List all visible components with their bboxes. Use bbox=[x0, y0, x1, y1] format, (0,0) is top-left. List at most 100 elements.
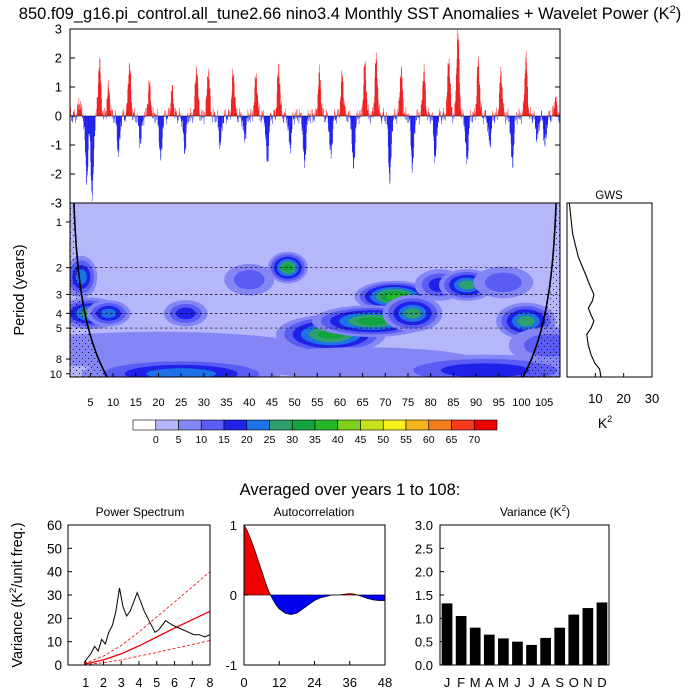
variance-title-end: ) bbox=[566, 505, 570, 519]
gws-panel: GWS 10 20 30 K2 bbox=[566, 190, 659, 431]
variance-bar bbox=[540, 637, 551, 665]
gws-x-tick-label: 20 bbox=[616, 391, 630, 406]
autocorrelation-area-segment bbox=[308, 594, 315, 606]
colorbar-swatch bbox=[132, 419, 157, 431]
power-spectrum-lines bbox=[83, 571, 210, 665]
colorbar-label: 20 bbox=[241, 434, 253, 446]
anomaly-bars bbox=[69, 29, 561, 202]
autocorrelation-x-tick-label: 48 bbox=[378, 675, 392, 690]
colorbar-swatch bbox=[314, 419, 339, 431]
variance-x-tick-label: A bbox=[485, 675, 494, 690]
wavelet-y-axis: 1 2 3 4 5 8 10 bbox=[50, 217, 70, 381]
anomaly-panel: 3 2 1 0 -1 -2 -3 bbox=[50, 22, 561, 211]
power-spectrum-y-tick-label: 60 bbox=[47, 518, 62, 533]
anomaly-y-tick-label: -2 bbox=[50, 167, 62, 182]
variance-bar bbox=[483, 634, 495, 665]
colorbar-label: 45 bbox=[355, 434, 367, 446]
gws-line bbox=[568, 202, 602, 378]
colorbar-label: 35 bbox=[309, 434, 321, 446]
autocorrelation-area-segment bbox=[273, 594, 277, 607]
colorbar-label: 70 bbox=[468, 434, 480, 446]
wavelet-x-tick-label: 45 bbox=[266, 397, 278, 409]
wavelet-x-tick-label: 105 bbox=[535, 397, 553, 409]
wavelet-x-tick-label: 95 bbox=[493, 397, 505, 409]
power-spectrum-x-tick-label: 1 bbox=[82, 676, 89, 690]
variance-y-tick-label: 0.0 bbox=[415, 658, 433, 673]
wavelet-contour bbox=[440, 363, 530, 377]
colorbar-swatch bbox=[428, 419, 452, 431]
colorbar-label: 25 bbox=[264, 434, 276, 446]
wavelet-x-tick-label: 75 bbox=[402, 397, 414, 409]
wavelet-x-tick-label: 15 bbox=[130, 397, 142, 409]
power-spectrum-x-tick-label: 5 bbox=[153, 676, 160, 690]
variance-axes: 0.00.51.01.52.02.53.0J F M A M J J A S O N D bbox=[415, 518, 607, 690]
wavelet-y-tick-label: 5 bbox=[56, 323, 62, 335]
anomaly-y-tick-label: -3 bbox=[50, 196, 62, 211]
variance-x-tick-label: F bbox=[457, 675, 465, 690]
autocorrelation-area-segment bbox=[296, 594, 303, 614]
variance-bar bbox=[455, 616, 467, 665]
wavelet-y-label: Period (years) bbox=[12, 244, 28, 335]
wavelet-x-tick-label: 90 bbox=[470, 397, 482, 409]
autocorrelation-title: Autocorrelation bbox=[274, 505, 355, 519]
main-title: 850.f09_g16.pi_control.all_tune2.66 nino… bbox=[19, 4, 681, 23]
wavelet-y-tick-label: 8 bbox=[56, 354, 62, 366]
variance-y-tick-label: 3.0 bbox=[415, 518, 433, 533]
colorbar-label: 5 bbox=[176, 434, 182, 446]
power-spectrum-line bbox=[83, 587, 210, 663]
wavelet-contour bbox=[282, 263, 293, 272]
colorbar-label: 55 bbox=[400, 434, 412, 446]
variance-bar bbox=[441, 603, 453, 665]
wavelet-x-tick-label: 35 bbox=[220, 397, 232, 409]
wavelet-x-tick-label: 80 bbox=[425, 397, 437, 409]
variance-bar bbox=[469, 627, 481, 665]
power-spectrum-frame bbox=[67, 524, 211, 666]
variance-y-tick-label: 2.0 bbox=[415, 565, 433, 580]
wavelet-contour bbox=[146, 368, 216, 377]
power-spectrum-x-tick-label: 8 bbox=[207, 676, 214, 690]
variance-bar bbox=[554, 627, 566, 665]
gws-x-tick-label: 10 bbox=[588, 391, 602, 406]
colorbar-label: 30 bbox=[286, 434, 298, 446]
wavelet-x-tick-label: 70 bbox=[379, 397, 391, 409]
autocorrelation-x-tick-label: 0 bbox=[240, 675, 247, 690]
gws-x-label-text: K bbox=[598, 415, 608, 431]
variance-y-tick-label: 1.5 bbox=[415, 588, 433, 603]
gws-frame bbox=[566, 202, 653, 378]
wavelet-y-tick-label: 1 bbox=[56, 217, 62, 229]
power-spectrum-y-label: Variance (K2/unit freq.) bbox=[8, 522, 26, 667]
power-spectrum-x-tick-label: 4 bbox=[136, 676, 143, 690]
power-spectrum-y-label-superscript: 2 bbox=[8, 588, 19, 593]
wavelet-contour bbox=[517, 315, 535, 327]
wavelet-x-tick-label: 40 bbox=[243, 397, 255, 409]
cone-of-influence-right bbox=[522, 203, 557, 377]
wavelet-y-tick-label: 3 bbox=[56, 289, 62, 301]
colorbar-swatch bbox=[178, 419, 202, 431]
power-spectrum-y-tick-label: 20 bbox=[47, 611, 62, 626]
variance-x-tick-label: M bbox=[498, 675, 509, 690]
colorbar-label: 65 bbox=[446, 434, 458, 446]
autocorrelation-y-tick-label: -1 bbox=[225, 658, 237, 673]
autocorrelation-area bbox=[243, 524, 386, 615]
colorbar-swatch bbox=[382, 419, 407, 431]
wavelet-x-tick-label: 85 bbox=[447, 397, 459, 409]
wavelet-x-tick-label: 60 bbox=[334, 397, 346, 409]
autocorrelation-area-segment bbox=[246, 529, 251, 596]
autocorrelation-area-segment bbox=[290, 594, 298, 615]
anomaly-y-tick-label: 2 bbox=[55, 51, 62, 66]
variance-y-tick-label: 1.0 bbox=[415, 611, 433, 626]
colorbar-swatch bbox=[451, 419, 475, 431]
colorbar-swatch bbox=[405, 419, 430, 431]
colorbar-swatch bbox=[269, 419, 293, 431]
colorbar-label: 10 bbox=[195, 434, 207, 446]
wavelet-x-tick-label: 65 bbox=[357, 397, 369, 409]
wavelet-contour bbox=[484, 272, 522, 293]
autocorrelation-y-tick-label: 0 bbox=[230, 588, 237, 603]
anomaly-y-axis: 3 2 1 0 -1 -2 -3 bbox=[50, 22, 560, 211]
wavelet-frame bbox=[69, 202, 561, 378]
anomaly-y-tick-label: 0 bbox=[55, 109, 62, 124]
colorbar-swatch bbox=[337, 419, 361, 431]
